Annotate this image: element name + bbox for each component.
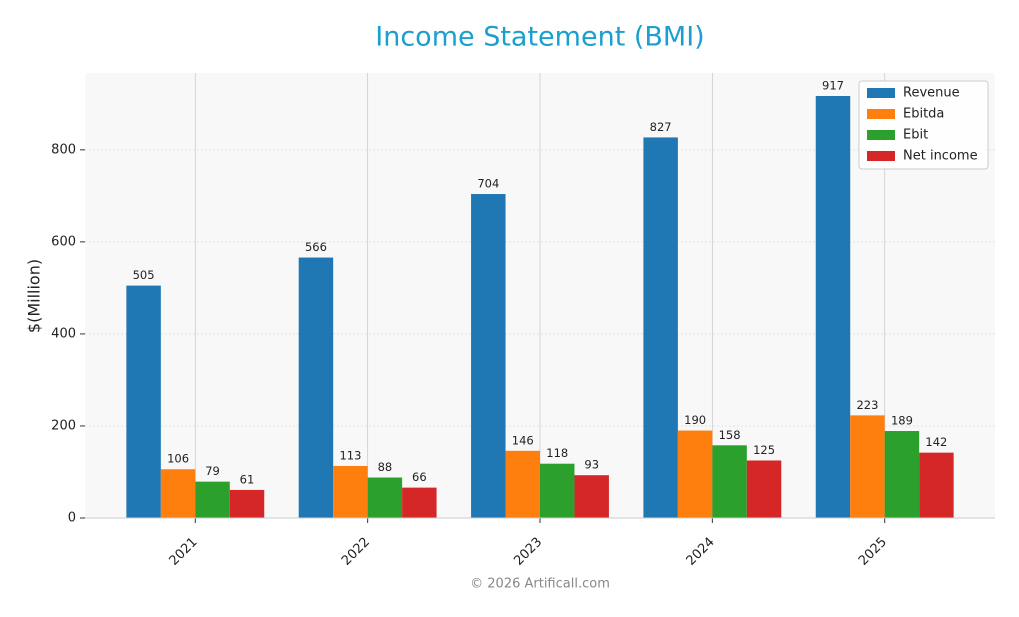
y-tick-label: 800	[51, 142, 76, 157]
y-tick-label: 600	[51, 234, 76, 249]
value-label: 61	[240, 472, 255, 486]
bar	[367, 477, 403, 518]
bar	[643, 137, 678, 518]
value-label: 142	[925, 435, 947, 449]
legend-label: Revenue	[903, 86, 960, 101]
value-label: 125	[753, 443, 775, 457]
x-tick-label: 2024	[684, 535, 718, 569]
value-label: 704	[477, 177, 499, 191]
bar	[471, 194, 506, 518]
value-label: 827	[650, 120, 672, 134]
legend-swatch	[867, 151, 895, 161]
bar	[298, 257, 334, 518]
value-label: 93	[584, 458, 599, 472]
bar	[229, 489, 265, 518]
bar	[195, 481, 230, 518]
chart-title: Income Statement (BMI)	[375, 22, 704, 53]
legend-swatch	[867, 88, 895, 98]
footer: © 2026 Artificall.com	[470, 577, 610, 592]
legend-label: Ebit	[903, 128, 928, 143]
x-tick-label: 2022	[339, 535, 373, 569]
value-label: 113	[339, 448, 361, 462]
bar	[505, 450, 540, 518]
y-axis-label: $(Million)	[25, 259, 44, 333]
legend-box	[858, 80, 989, 170]
value-label: 158	[719, 428, 741, 442]
bar	[712, 445, 747, 518]
value-label: 223	[856, 398, 878, 412]
bar	[574, 475, 609, 518]
value-label: 505	[133, 268, 155, 282]
bar	[884, 431, 920, 518]
value-label: 189	[891, 414, 913, 428]
bar	[677, 430, 713, 518]
value-label: 190	[684, 413, 706, 427]
y-tick-label: 0	[68, 511, 76, 526]
bar	[850, 415, 885, 518]
x-tick-label: 2025	[856, 535, 890, 569]
y-tick-label: 200	[51, 418, 76, 433]
value-label: 88	[378, 460, 393, 474]
bar	[402, 487, 437, 518]
x-tick-label: 2021	[167, 535, 201, 569]
value-label: 566	[305, 240, 327, 254]
y-tick-label: 400	[51, 326, 76, 341]
value-label: 146	[512, 433, 534, 447]
legend-label: Ebitda	[903, 107, 944, 122]
bar	[540, 463, 575, 518]
bar	[919, 452, 954, 518]
legend-swatch	[867, 109, 895, 119]
value-label: 79	[205, 464, 220, 478]
value-label: 118	[546, 446, 568, 460]
bar	[333, 465, 368, 518]
bar	[126, 285, 161, 518]
x-tick-label: 2023	[511, 535, 545, 569]
value-label: 106	[167, 452, 189, 466]
bar	[160, 469, 196, 518]
legend-label: Net income	[903, 149, 978, 164]
bar	[746, 460, 782, 518]
bar	[815, 96, 851, 518]
value-label: 66	[412, 470, 427, 484]
value-label: 917	[822, 79, 844, 93]
legend-swatch	[867, 130, 895, 140]
